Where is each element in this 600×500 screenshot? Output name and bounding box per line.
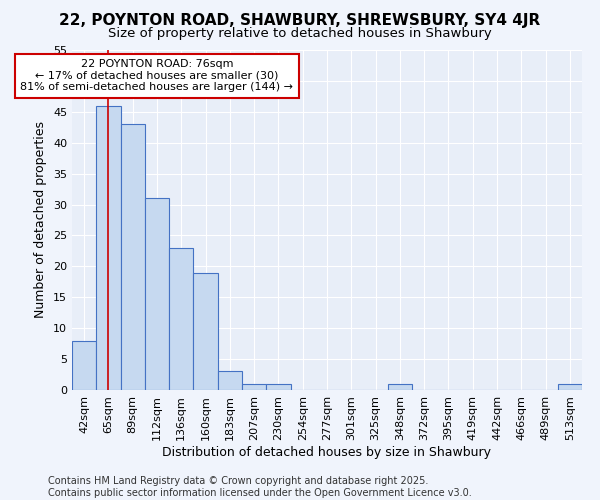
Bar <box>266 384 290 390</box>
Bar <box>388 384 412 390</box>
Bar <box>193 272 218 390</box>
Bar <box>218 372 242 390</box>
Text: Size of property relative to detached houses in Shawbury: Size of property relative to detached ho… <box>108 28 492 40</box>
Y-axis label: Number of detached properties: Number of detached properties <box>34 122 47 318</box>
Bar <box>169 248 193 390</box>
X-axis label: Distribution of detached houses by size in Shawbury: Distribution of detached houses by size … <box>163 446 491 458</box>
Text: 22, POYNTON ROAD, SHAWBURY, SHREWSBURY, SY4 4JR: 22, POYNTON ROAD, SHAWBURY, SHREWSBURY, … <box>59 12 541 28</box>
Bar <box>72 340 96 390</box>
Text: Contains HM Land Registry data © Crown copyright and database right 2025.
Contai: Contains HM Land Registry data © Crown c… <box>48 476 472 498</box>
Bar <box>242 384 266 390</box>
Bar <box>145 198 169 390</box>
Bar <box>121 124 145 390</box>
Text: 22 POYNTON ROAD: 76sqm
← 17% of detached houses are smaller (30)
81% of semi-det: 22 POYNTON ROAD: 76sqm ← 17% of detached… <box>20 60 293 92</box>
Bar <box>96 106 121 390</box>
Bar <box>558 384 582 390</box>
